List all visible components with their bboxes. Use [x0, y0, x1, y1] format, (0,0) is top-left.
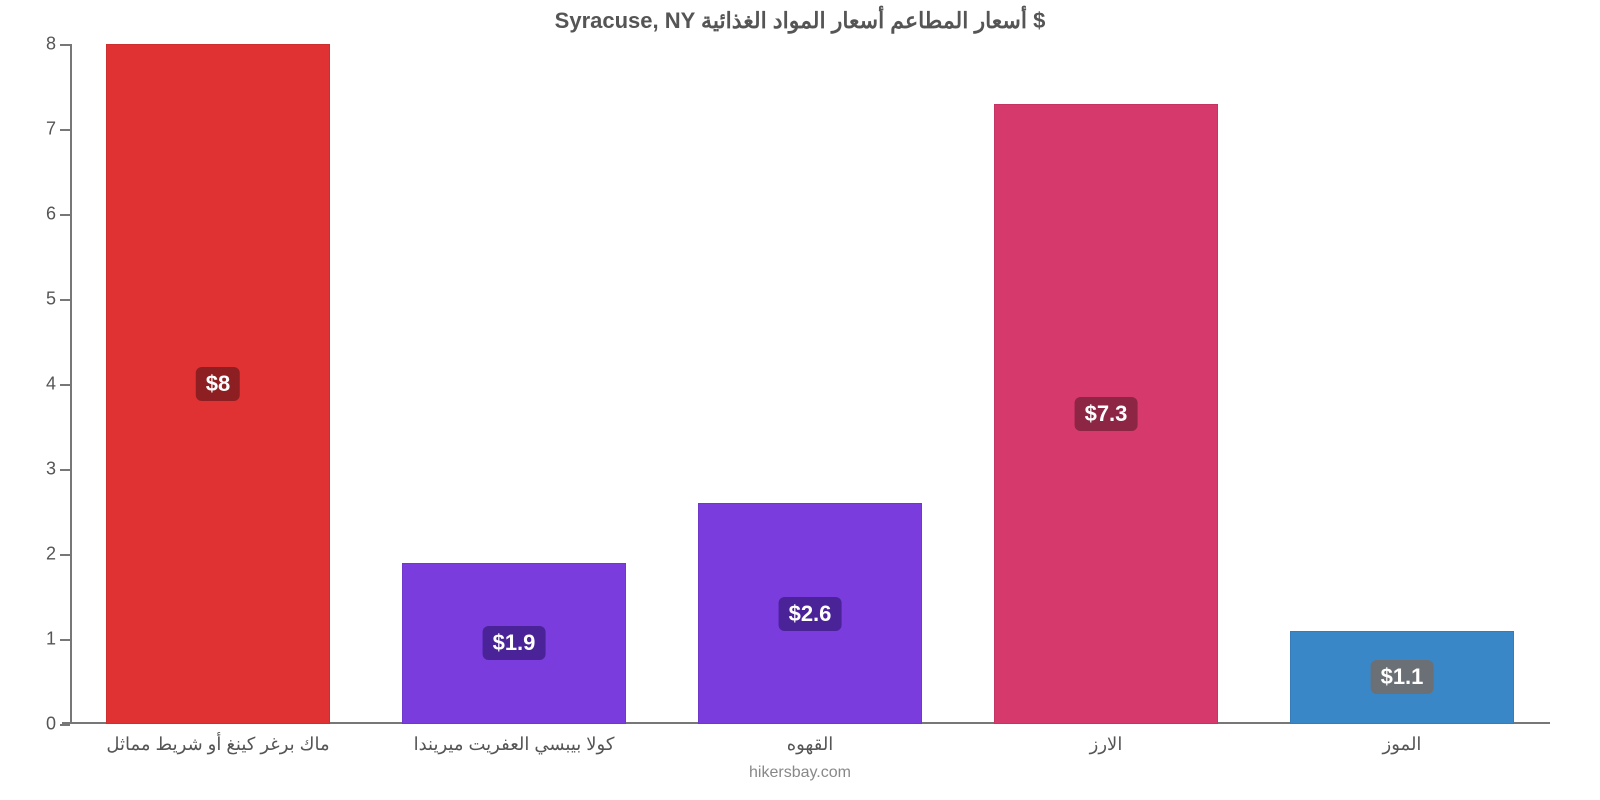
y-tick-label: 4 [46, 374, 56, 395]
y-tick [60, 554, 70, 556]
y-tick-label: 7 [46, 119, 56, 140]
chart-footer: hikersbay.com [0, 764, 1600, 782]
bar-value-label: $1.1 [1371, 660, 1434, 694]
y-tick-label: 1 [46, 629, 56, 650]
y-tick-label: 8 [46, 34, 56, 55]
bar-value-label: $8 [196, 367, 240, 401]
x-tick-label: القهوه [787, 734, 834, 755]
y-tick [60, 724, 70, 726]
x-tick-label: كولا بيبسي العفريت ميريندا [414, 734, 615, 755]
y-tick [60, 469, 70, 471]
x-tick-label: الارز [1090, 734, 1123, 755]
y-tick [60, 129, 70, 131]
chart-container: Syracuse, NY أسعار المطاعم أسعار المواد … [0, 0, 1600, 800]
y-tick-label: 2 [46, 544, 56, 565]
y-axis [70, 44, 72, 724]
y-tick [60, 44, 70, 46]
y-tick-label: 3 [46, 459, 56, 480]
y-tick [60, 639, 70, 641]
y-tick [60, 384, 70, 386]
bar-value-label: $2.6 [779, 597, 842, 631]
y-tick [60, 299, 70, 301]
bar-value-label: $7.3 [1075, 397, 1138, 431]
y-tick-label: 6 [46, 204, 56, 225]
x-tick-label: الموز [1383, 734, 1422, 755]
chart-title: Syracuse, NY أسعار المطاعم أسعار المواد … [0, 8, 1600, 34]
y-tick-label: 0 [46, 714, 56, 735]
bar-value-label: $1.9 [483, 626, 546, 660]
y-tick [60, 214, 70, 216]
x-tick-label: ماك برغر كينغ أو شريط مماثل [106, 734, 329, 755]
y-tick-label: 5 [46, 289, 56, 310]
plot-area: 012345678$8ماك برغر كينغ أو شريط مماثل$1… [70, 44, 1550, 724]
